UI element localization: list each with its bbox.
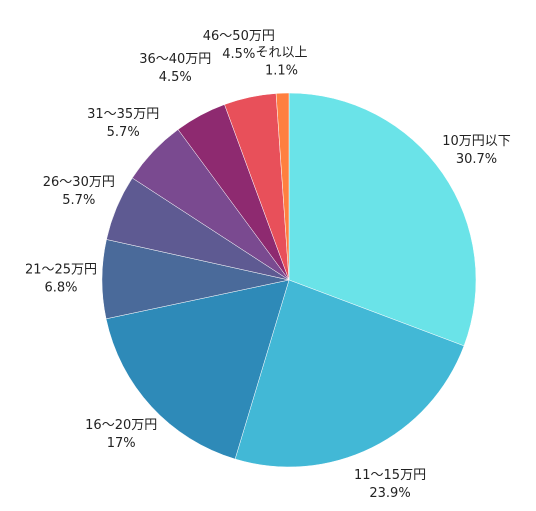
slice-value-label: 6.8% — [44, 280, 77, 295]
slice-label: 16〜20万円 — [85, 418, 157, 433]
slice-value-label: 23.9% — [369, 486, 410, 501]
slice-label: 11〜15万円 — [354, 468, 426, 483]
slice-label: それ以上 — [255, 46, 307, 61]
pie-slice — [234, 279, 465, 468]
slice-label: 10万円以下 — [442, 134, 511, 149]
slice-label: 21〜25万円 — [25, 262, 97, 277]
pie-slice — [275, 92, 290, 281]
slice-value-label: 4.5% — [159, 70, 192, 85]
slice-value-label: 5.7% — [107, 125, 140, 140]
slice-value-label: 1.1% — [265, 64, 298, 79]
slice-value-label: 5.7% — [62, 193, 95, 208]
slice-label: 46〜50万円 — [203, 29, 275, 44]
pie-slice — [105, 279, 290, 460]
pie-slice — [288, 92, 477, 347]
slice-value-label: 4.5% — [222, 47, 255, 62]
slice-value-label: 30.7% — [456, 152, 497, 167]
slice-label: 36〜40万円 — [139, 52, 211, 67]
slice-value-label: 17% — [107, 436, 136, 451]
slice-label: 26〜30万円 — [43, 175, 115, 190]
slice-label: 31〜35万円 — [87, 107, 159, 122]
